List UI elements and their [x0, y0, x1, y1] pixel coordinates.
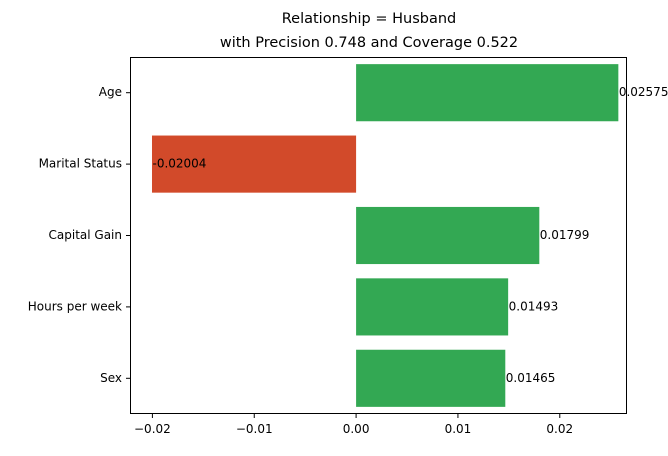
x-tick-label-3: 0.01: [445, 422, 472, 436]
bar-2: [356, 206, 540, 265]
value-label-2: 0.01799: [540, 228, 590, 242]
x-ticks-group: −0.02 −0.01 0.00 0.01 0.02: [134, 414, 573, 436]
value-label-1: -0.02004: [152, 157, 206, 171]
x-tick-label-2: 0.00: [343, 422, 370, 436]
value-label-4: 0.01465: [506, 371, 556, 385]
chart-subtitle: with Precision 0.748 and Coverage 0.522: [220, 35, 518, 51]
x-tick-label-1: −0.01: [236, 422, 273, 436]
bar-3: [356, 278, 509, 336]
y-ticks-group: Age Marital Status Capital Gain Hours per w…: [28, 85, 130, 385]
bar-4: [356, 349, 506, 407]
x-tick-label-4: 0.02: [546, 422, 573, 436]
value-labels-group: 0.02575 -0.02004 0.01799 0.01493 0.01465: [152, 85, 668, 385]
y-tick-label-1: Marital Status: [39, 157, 122, 171]
bar-0: [356, 64, 619, 122]
y-tick-label-3: Hours per week: [28, 299, 122, 313]
plot-frame: [130, 57, 627, 414]
y-tick-label-4: Sex: [100, 371, 122, 385]
value-label-0: 0.02575: [619, 85, 668, 99]
value-label-3: 0.01493: [509, 299, 559, 313]
y-tick-label-0: Age: [99, 85, 122, 99]
x-tick-label-0: −0.02: [134, 422, 171, 436]
bar-1: [151, 135, 357, 193]
y-tick-label-2: Capital Gain: [49, 228, 122, 242]
chart-title: Relationship = Husband: [282, 11, 457, 27]
bars-group: [151, 64, 619, 407]
